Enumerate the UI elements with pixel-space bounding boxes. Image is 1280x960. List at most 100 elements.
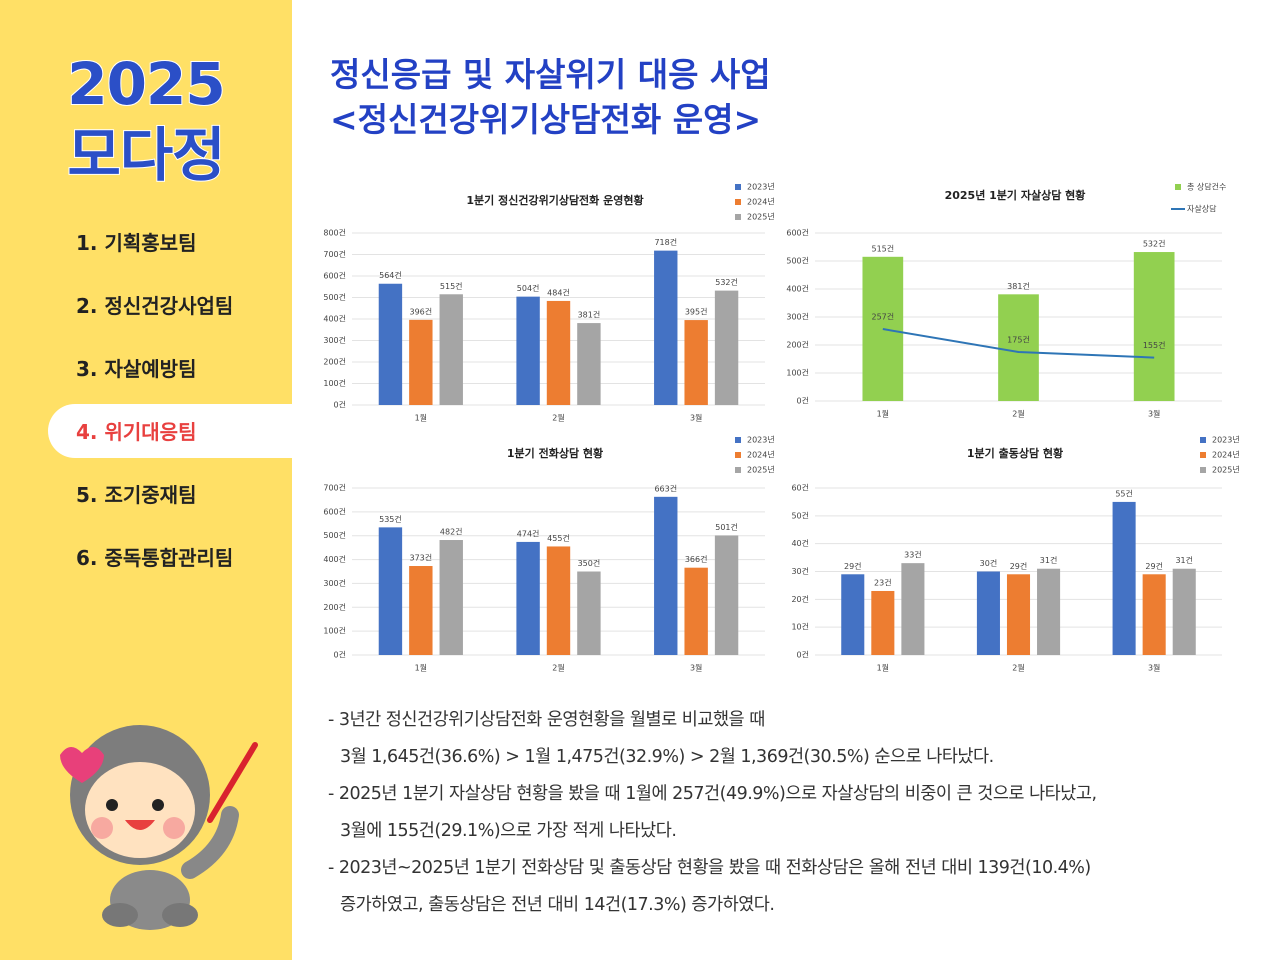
active-tab (48, 404, 308, 458)
menu-item[interactable]: 5. 조기중재팀 (76, 483, 197, 507)
y-tick-label: 400건 (323, 314, 346, 324)
note-line: 3월 1,645건(36.6%) > 1월 1,475건(32.9%) > 2월… (340, 747, 994, 767)
y-tick-label: 400건 (323, 554, 346, 564)
data-label: 663건 (654, 483, 677, 493)
data-label: 532건 (715, 277, 738, 287)
data-label: 55건 (1115, 488, 1133, 498)
x-tick-label: 3월 (690, 413, 702, 423)
bar (516, 296, 540, 405)
bar (714, 535, 739, 655)
x-tick-label: 2월 (552, 413, 564, 423)
legend-label: 2023년 (747, 435, 775, 445)
bar (901, 563, 925, 655)
legend-swatch (735, 437, 741, 443)
x-tick-label: 2월 (1012, 409, 1024, 419)
x-tick-label: 3월 (690, 663, 702, 673)
y-tick-label: 20건 (791, 594, 809, 604)
x-tick-label: 2월 (552, 663, 564, 673)
y-tick-label: 10건 (791, 622, 809, 632)
chart-title: 1분기 정신건강위기상담전화 운영현황 (466, 193, 643, 207)
y-tick-label: 700건 (323, 483, 346, 493)
bar (516, 541, 540, 655)
chart-title: 2025년 1분기 자살상담 현황 (945, 188, 1086, 202)
y-tick-label: 0건 (797, 650, 809, 660)
data-label: 381건 (1007, 281, 1030, 291)
bar (1037, 568, 1061, 655)
bar (577, 323, 601, 405)
data-label: 504건 (517, 283, 540, 293)
bar (378, 527, 403, 655)
y-tick-label: 200건 (323, 602, 346, 612)
menu-item[interactable]: 1. 기획홍보팀 (76, 231, 197, 255)
data-label: 396건 (410, 306, 433, 316)
note-line: 3월에 155건(29.1%)으로 가장 적게 나타났다. (340, 821, 677, 841)
note-line: - 3년간 정신건강위기상담전화 운영현황을 월별로 비교했을 때 (328, 710, 765, 730)
data-label: 33건 (904, 550, 922, 560)
y-tick-label: 500건 (786, 256, 809, 266)
x-tick-label: 1월 (415, 413, 427, 423)
y-tick-label: 700건 (323, 249, 346, 259)
legend-label: 2023년 (1212, 435, 1240, 445)
mascot (60, 725, 258, 930)
note-line: - 2023년~2025년 1분기 전화상담 및 출동상담 현황을 봤을 때 전… (328, 858, 1091, 878)
bar (439, 294, 463, 405)
menu-item[interactable]: 6. 중독통합관리팀 (76, 546, 234, 570)
data-label: 175건 (1007, 335, 1030, 345)
legend-label: 2024년 (747, 450, 775, 460)
data-label: 31건 (1040, 555, 1058, 565)
bar (871, 590, 895, 655)
data-label: 532건 (1143, 239, 1166, 249)
data-label: 482건 (440, 527, 463, 537)
data-label: 718건 (654, 237, 677, 247)
y-tick-label: 600건 (786, 228, 809, 238)
legend-label: 2023년 (747, 182, 775, 192)
legend-swatch (735, 199, 741, 205)
data-label: 564건 (379, 270, 402, 280)
data-label: 373건 (410, 553, 433, 563)
bar (684, 320, 708, 405)
menu-item[interactable]: 4. 위기대응팀 (76, 420, 197, 444)
bar (546, 300, 571, 405)
legend-label: 2025년 (747, 212, 775, 222)
legend-swatch (1200, 467, 1206, 473)
bar (862, 256, 904, 401)
bar (378, 283, 403, 405)
y-tick-label: 0건 (334, 400, 346, 410)
data-label: 30건 (980, 558, 998, 568)
chart-title: 1분기 전화상담 현황 (507, 446, 603, 460)
data-label: 23건 (874, 577, 892, 587)
data-label: 29건 (1145, 561, 1163, 571)
legend-swatch (735, 214, 741, 220)
bar (1133, 252, 1175, 401)
menu-item[interactable]: 3. 자살예방팀 (76, 357, 197, 381)
x-tick-label: 1월 (877, 409, 889, 419)
y-tick-label: 100건 (323, 378, 346, 388)
data-label: 31건 (1175, 555, 1193, 565)
line-series (882, 328, 1155, 359)
data-label: 29건 (1010, 561, 1028, 571)
data-label: 474건 (517, 528, 540, 538)
menu-item[interactable]: 2. 정신건강사업팀 (76, 294, 234, 318)
bar (654, 250, 678, 405)
sidebar: 2025 모다정 (0, 0, 292, 960)
y-tick-label: 600건 (323, 506, 346, 516)
note-line: 증가하였고, 출동상담은 전년 대비 14건(17.3%) 증가하였다. (340, 895, 775, 915)
bar (409, 319, 433, 405)
legend-swatch (1175, 184, 1181, 190)
legend-swatch (735, 452, 741, 458)
bar (1172, 568, 1196, 655)
x-tick-label: 3월 (1148, 409, 1160, 419)
legend-label: 자살상담 (1187, 204, 1217, 214)
y-tick-label: 300건 (786, 312, 809, 322)
bar (684, 567, 708, 655)
chart-title: 1분기 출동상담 현황 (967, 446, 1063, 460)
legend-swatch (1200, 452, 1206, 458)
y-tick-label: 100건 (786, 368, 809, 378)
y-tick-label: 0건 (797, 396, 809, 406)
page-title: <정신건강위기상담전화 운영> (330, 100, 762, 139)
legend-label: 2025년 (1212, 465, 1240, 475)
y-tick-label: 600건 (323, 271, 346, 281)
page-title: 정신응급 및 자살위기 대응 사업 (330, 55, 771, 94)
data-label: 535건 (379, 514, 402, 524)
